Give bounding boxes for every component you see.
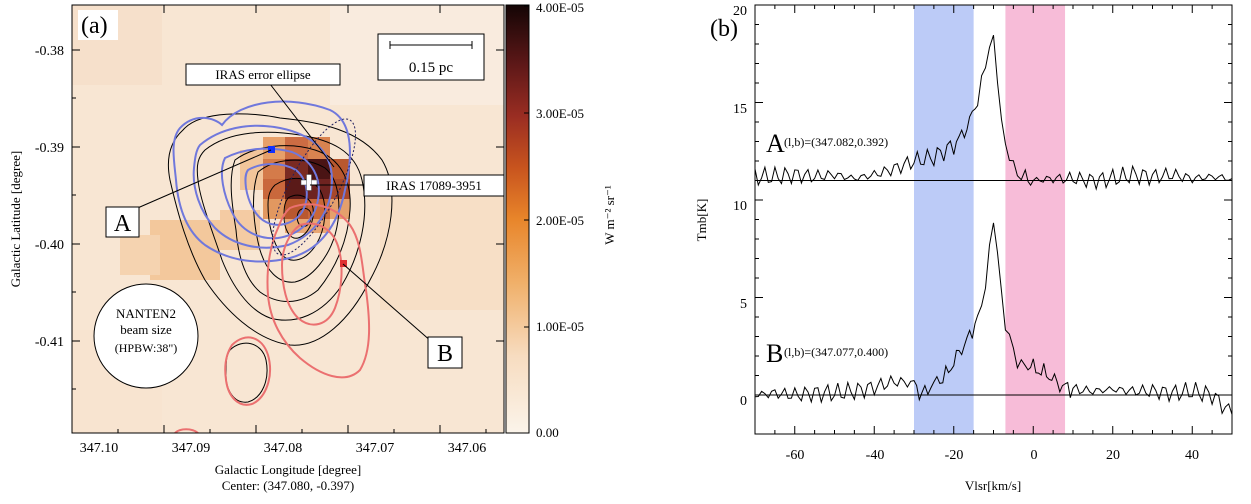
b-y-tick-2: 10 — [733, 199, 747, 214]
point-a-marker — [268, 146, 275, 153]
beam-line-0: NANTEN2 — [116, 306, 176, 321]
point-a-box — [105, 206, 140, 238]
cb-tick-3: 1.00E-05 — [536, 319, 584, 334]
blue-velocity-band — [914, 5, 974, 434]
cb-tick-2: 2.00E-05 — [536, 213, 584, 228]
iras-source-plus-icon — [300, 174, 318, 191]
beam-size-circle — [93, 283, 199, 389]
panel-b: -60 -40 -20 0 20 40 0 5 10 15 20 Vlsr[km… — [694, 4, 1233, 493]
b-y-tick-3: 15 — [733, 102, 747, 117]
b-y-tick-1: 5 — [740, 297, 747, 312]
ellipse-label: IRAS error ellipse — [215, 67, 311, 82]
spectrum-b-coord: (l,b)=(347.077,0.400) — [784, 345, 888, 359]
scale-bar: 0.15 pc — [377, 33, 485, 81]
colorbar — [505, 4, 530, 434]
a-y-tick-2: -0.40 — [35, 238, 64, 253]
point-a-label: A — [114, 211, 132, 237]
point-b-box — [427, 336, 463, 369]
b-y-tick-4: 20 — [733, 4, 747, 19]
spectra — [755, 35, 1232, 415]
a-y-tick-1: -0.39 — [35, 141, 64, 156]
cb-tick-0: 4.00E-05 — [536, 0, 584, 15]
beam-line-1: beam size — [120, 322, 172, 337]
spectrum-b-letter: B — [766, 339, 783, 368]
point-b-marker — [340, 260, 347, 267]
a-y-axis-label: Galactic Latitude [degree] — [8, 151, 23, 287]
b-x-tick-3: 0 — [1031, 448, 1038, 463]
cb-tick-4: 0.00 — [536, 425, 559, 440]
spectrum-a-coord: (l,b)=(347.082,0.392) — [784, 135, 888, 149]
callout-lines — [132, 83, 433, 343]
panel-b-frame — [754, 4, 1233, 435]
cb-tick-1: 3.00E-05 — [536, 106, 584, 121]
a-x-tick-0: 347.10 — [80, 441, 119, 456]
beam-line-2: (HPBW:38") — [115, 341, 177, 355]
a-y-tick-3: -0.41 — [35, 335, 64, 350]
a-x-tick-3: 347.07 — [356, 441, 395, 456]
iras-error-ellipse — [272, 118, 356, 256]
spectrum-a-letter: A — [766, 129, 785, 158]
velocity-bands — [914, 5, 1066, 434]
pink-velocity-band — [1005, 5, 1066, 434]
b-x-tick-5: 40 — [1185, 448, 1199, 463]
point-b-label: B — [437, 341, 453, 367]
source-label: IRAS 17089-3951 — [386, 178, 482, 193]
red-contours — [174, 203, 371, 433]
spectrum-b-line — [755, 222, 1232, 415]
panel-b-ticks — [754, 4, 1233, 434]
panel-a-frame — [71, 4, 505, 434]
b-y-axis-label: Tmb[K] — [694, 199, 709, 242]
spectrum-a-line — [755, 35, 1232, 191]
panel-a-ticks — [71, 5, 504, 433]
colorbar-label: W m⁻² sr⁻¹ — [602, 185, 617, 245]
a-panel-label-bg — [78, 10, 118, 40]
b-panel-label: (b) — [710, 16, 738, 42]
b-x-tick-2: -20 — [945, 448, 964, 463]
b-x-tick-4: 20 — [1106, 448, 1120, 463]
a-y-tick-0: -0.38 — [35, 44, 64, 59]
panel-a: 347.10 347.09 347.08 347.07 347.06 -0.38… — [8, 0, 617, 493]
blue-contours — [172, 100, 351, 263]
b-x-tick-0: -60 — [786, 448, 805, 463]
b-y-tick-0: 0 — [740, 394, 747, 409]
a-x-axis-label: Galactic Longitude [degree] — [215, 462, 362, 477]
b-x-axis-label: Vlsr[km/s] — [965, 478, 1021, 493]
a-center-label: Center: (347.080, -0.397) — [222, 478, 355, 493]
colorbar-ticks — [524, 5, 529, 328]
a-panel-label: (a) — [81, 13, 108, 39]
b-x-tick-1: -40 — [866, 448, 885, 463]
scale-bar-label: 0.15 pc — [409, 60, 454, 76]
a-x-tick-1: 347.09 — [172, 441, 211, 456]
a-x-tick-2: 347.08 — [264, 441, 303, 456]
contours — [167, 100, 393, 433]
heatmap-cells — [72, 5, 504, 433]
core-contours — [167, 113, 393, 403]
a-x-tick-4: 347.06 — [448, 441, 487, 456]
ellipse-label-box — [185, 63, 341, 86]
source-label-box — [363, 174, 505, 197]
